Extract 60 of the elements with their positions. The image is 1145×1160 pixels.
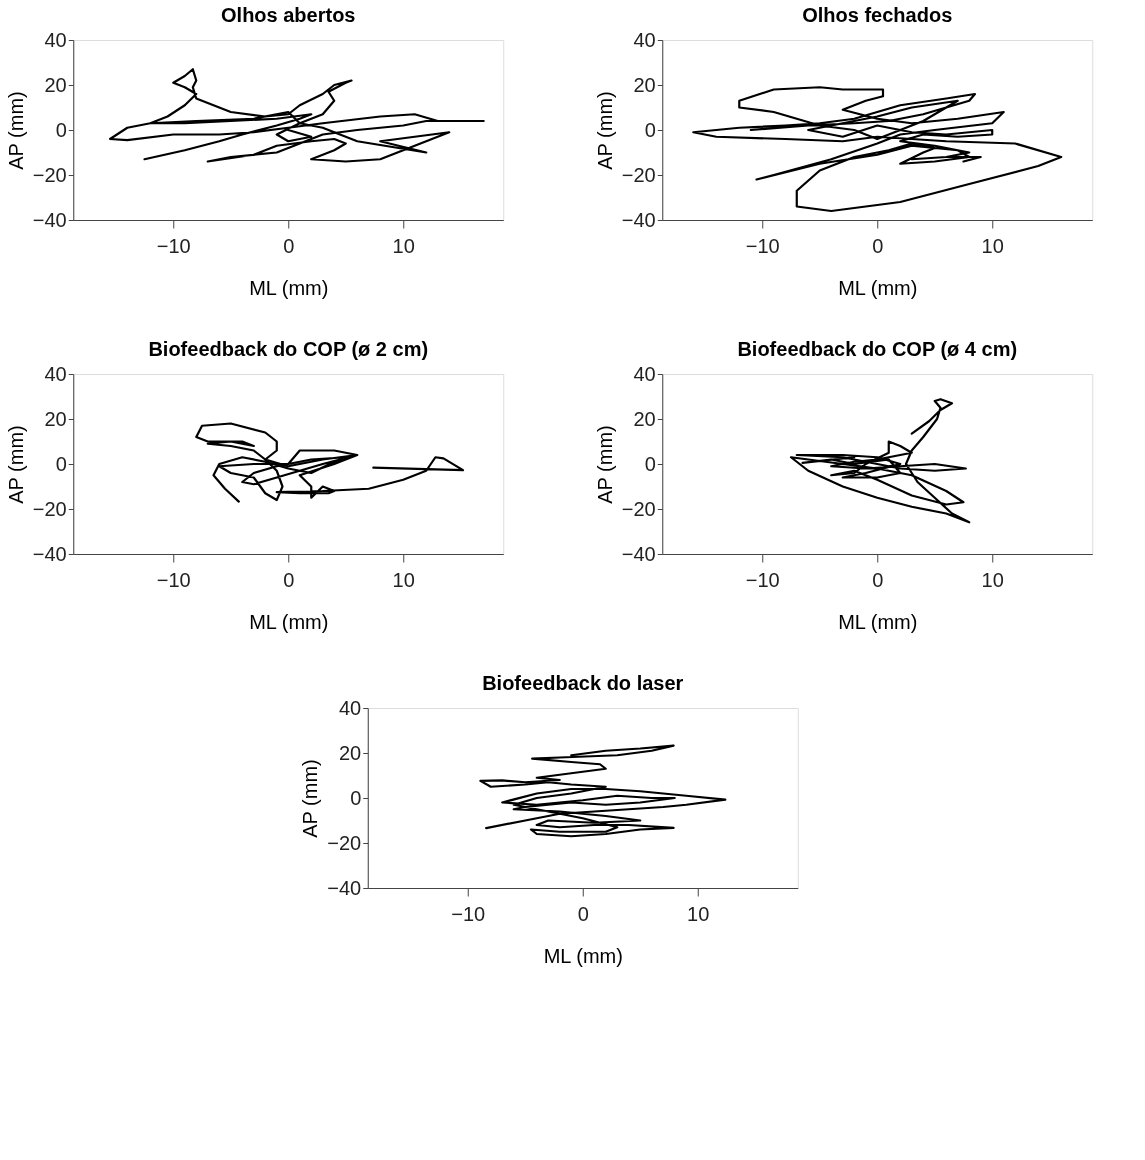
y-tick-label: −20 xyxy=(621,497,656,520)
y-tick-label: 20 xyxy=(633,407,656,430)
line-series xyxy=(692,86,1063,213)
y-tick-label: −20 xyxy=(32,497,67,520)
x-tick-label: 10 xyxy=(981,234,1004,257)
chart-title: Biofeedback do COP (ø 2 cm) xyxy=(148,338,429,360)
y-tick-label: −20 xyxy=(327,831,362,854)
chart-title: Biofeedback do COP (ø 4 cm) xyxy=(737,338,1018,360)
x-tick-label: 0 xyxy=(283,234,295,257)
chart-title: Olhos abertos xyxy=(221,4,356,26)
x-tick-label: 10 xyxy=(392,234,415,257)
y-tick-label: 40 xyxy=(633,28,656,51)
y-tick-label: −40 xyxy=(327,876,362,899)
y-tick-label: 0 xyxy=(55,452,67,475)
y-axis-title: AP (mm) xyxy=(4,425,27,504)
line-series xyxy=(479,744,727,838)
y-axis-title: AP (mm) xyxy=(299,759,322,838)
x-tick-label: −10 xyxy=(745,234,780,257)
x-axis-title: ML (mm) xyxy=(249,610,329,633)
y-tick-label: 20 xyxy=(339,741,362,764)
x-tick-label: −10 xyxy=(156,234,191,257)
y-tick-label: 0 xyxy=(55,118,67,141)
y-tick-label: 0 xyxy=(644,118,656,141)
x-tick-label: 10 xyxy=(687,902,710,925)
y-tick-label: −40 xyxy=(32,208,67,231)
x-axis-title: ML (mm) xyxy=(838,610,918,633)
y-axis-title: AP (mm) xyxy=(593,91,616,170)
line-series xyxy=(108,68,485,163)
line-series xyxy=(789,398,971,524)
x-tick-label: −10 xyxy=(745,568,780,591)
x-axis-title: ML (mm) xyxy=(543,944,623,967)
chart-title: Olhos fechados xyxy=(802,4,953,26)
x-axis-title: ML (mm) xyxy=(249,276,329,299)
x-tick-label: 0 xyxy=(283,568,295,591)
x-tick-label: 10 xyxy=(392,568,415,591)
y-axis-title: AP (mm) xyxy=(593,425,616,504)
x-tick-label: −10 xyxy=(156,568,191,591)
y-tick-label: 0 xyxy=(644,452,656,475)
y-axis-title: AP (mm) xyxy=(4,91,27,170)
line-series xyxy=(195,422,465,503)
x-tick-label: 0 xyxy=(872,234,884,257)
y-tick-label: −40 xyxy=(621,208,656,231)
chart-title: Biofeedback do laser xyxy=(482,672,684,694)
y-tick-label: −40 xyxy=(32,542,67,565)
y-tick-label: 20 xyxy=(633,73,656,96)
y-tick-label: 40 xyxy=(44,28,67,51)
y-tick-label: 20 xyxy=(44,407,67,430)
x-axis-title: ML (mm) xyxy=(838,276,918,299)
x-tick-label: 10 xyxy=(981,568,1004,591)
y-tick-label: 0 xyxy=(350,786,362,809)
y-tick-label: −20 xyxy=(621,163,656,186)
y-tick-label: 40 xyxy=(633,362,656,385)
x-tick-label: 0 xyxy=(872,568,884,591)
x-tick-label: 0 xyxy=(577,902,589,925)
y-tick-label: −40 xyxy=(621,542,656,565)
y-tick-label: 40 xyxy=(339,696,362,719)
y-tick-label: −20 xyxy=(32,163,67,186)
y-tick-label: 40 xyxy=(44,362,67,385)
x-tick-label: −10 xyxy=(451,902,486,925)
y-tick-label: 20 xyxy=(44,73,67,96)
